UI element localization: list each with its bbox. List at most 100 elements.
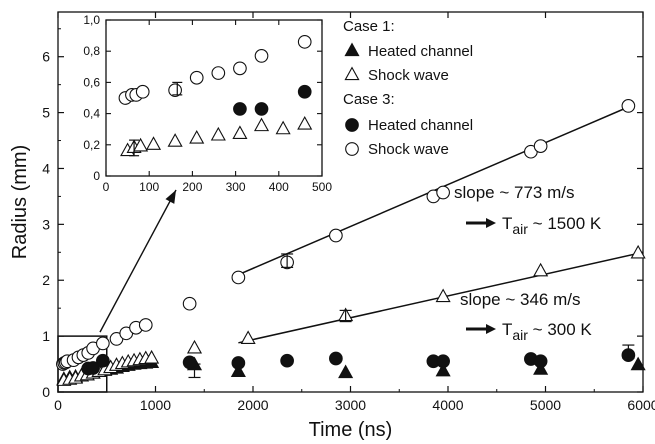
- t-subscript: air: [512, 221, 528, 237]
- inset-x-tick-label: 500: [312, 180, 332, 194]
- inset-data-point: [254, 49, 269, 63]
- temperature-label: Tair ~ 1500 K: [502, 214, 602, 237]
- inset-data-point: [233, 61, 247, 76]
- inset-y-tick-label: 0,2: [83, 138, 100, 152]
- inset-data-point: [232, 125, 248, 139]
- data-point: [240, 330, 256, 345]
- inset-y-tick-label: 0,4: [83, 107, 100, 121]
- inset-y-tick-label: 1,0: [83, 13, 100, 27]
- inset-x-tick-label: 100: [139, 180, 159, 194]
- data-point: [86, 361, 100, 375]
- y-tick-label: 1: [42, 328, 50, 344]
- data-point: [435, 288, 451, 303]
- zoom-arrow: [99, 189, 177, 333]
- inset-y-tick-label: 0,8: [83, 44, 100, 58]
- arrow-head: [486, 218, 496, 228]
- y-tick-label: 2: [42, 272, 50, 288]
- inset-plot: 0 100 200 300 400 500 0 0,2 0,4 0,6 0,8 1,0: [83, 13, 332, 333]
- legend-label: Shock wave: [368, 141, 449, 158]
- inset-y-tick-label: 0,6: [83, 75, 100, 89]
- inset-x-tick-label: 200: [182, 180, 202, 194]
- data-point: [231, 356, 246, 370]
- data-point: [533, 139, 548, 153]
- inset-data-point: [211, 66, 226, 80]
- slope-lower-label: slope ~ 346 m/s: [460, 290, 581, 309]
- slope-upper-label: slope ~ 773 m/s: [454, 183, 575, 202]
- data-point: [533, 361, 549, 375]
- legend-label: Heated channel: [368, 43, 473, 60]
- inset-data-point: [168, 83, 182, 98]
- data-point: [436, 185, 450, 200]
- data-point: [630, 356, 646, 371]
- legend-case1-title: Case 1:: [343, 18, 395, 35]
- data-point: [95, 353, 110, 368]
- series-filled-circle: [81, 344, 636, 376]
- inset-error-bar: [172, 81, 183, 96]
- legend-marker-open-circle: [345, 142, 359, 156]
- error-bar: [622, 344, 635, 360]
- arrow-head: [486, 324, 496, 334]
- main-plot: 0 1000 2000 3000 4000 5000 6000 0 1 2 3 4 5 6 Time (ns…: [9, 11, 655, 441]
- data-point: [186, 339, 203, 354]
- t-value: ~ 300 K: [528, 320, 592, 339]
- x-tick-label: 5000: [530, 397, 561, 413]
- y-tick-label: 5: [42, 105, 50, 121]
- x-tick-label: 4000: [432, 397, 463, 413]
- data-point: [182, 296, 197, 311]
- x-tick-label: 6000: [627, 397, 655, 413]
- inset-data-point: [297, 115, 313, 130]
- data-point: [533, 354, 548, 369]
- t-subscript: air: [512, 327, 528, 343]
- legend-marker-filled-triangle: [344, 42, 360, 57]
- data-point: [338, 364, 354, 379]
- inset-error-bar: [129, 139, 140, 157]
- inset-data-point: [189, 70, 204, 85]
- inset-series-open-circle: [118, 34, 312, 105]
- t-value: ~ 1500 K: [528, 214, 602, 233]
- x-axis-label: Time (ns): [309, 419, 393, 441]
- error-bar: [339, 309, 352, 323]
- x-tick-label: 3000: [335, 397, 366, 413]
- inset-data-point: [297, 34, 312, 49]
- inset-x-tick-label: 400: [269, 180, 289, 194]
- arrow-head: [165, 190, 176, 204]
- inset-data-point: [189, 130, 205, 144]
- legend-marker-filled-circle: [345, 118, 359, 132]
- annotations: slope ~ 773 m/s Tair ~ 1500 K slope ~ 346 …: [454, 183, 602, 343]
- temperature-label: Tair ~ 300 K: [502, 320, 592, 343]
- inset-data-point: [233, 102, 247, 116]
- inset-data-point: [254, 102, 269, 116]
- data-point: [533, 262, 549, 277]
- data-point: [280, 353, 294, 368]
- inset-data-point: [210, 126, 226, 141]
- y-tick-label: 4: [42, 160, 50, 176]
- series-open-circle: [56, 99, 636, 371]
- inset-x-tick-label: 300: [226, 180, 246, 194]
- x-tick-label: 2000: [237, 397, 268, 413]
- temperature-lower: Tair ~ 300 K: [466, 320, 592, 343]
- inset-data-point: [253, 117, 270, 132]
- inset-data-point: [275, 120, 291, 135]
- inset-data-point: [145, 136, 162, 150]
- inset-x-tick-label: 0: [103, 180, 110, 194]
- inset-series-open-triangle: [120, 115, 313, 157]
- t-symbol: T: [502, 320, 512, 339]
- data-point: [329, 228, 343, 243]
- data-point: [630, 244, 646, 259]
- series-open-triangle: [56, 244, 646, 386]
- data-point: [329, 351, 343, 366]
- inset-y-tick-label: 0: [93, 169, 100, 183]
- y-tick-label: 3: [42, 216, 50, 232]
- data-point: [436, 354, 450, 369]
- error-bar: [281, 253, 294, 268]
- temperature-upper: Tair ~ 1500 K: [466, 214, 602, 237]
- y-axis-label: Radius (mm): [9, 145, 31, 259]
- inset-data-point: [133, 137, 149, 152]
- legend-label: Heated channel: [368, 117, 473, 134]
- data-point: [231, 270, 246, 285]
- x-tick-label: 1000: [140, 397, 171, 413]
- legend: Case 1: Heated channel Shock wave Case 3: He…: [343, 18, 473, 158]
- y-tick-label: 6: [42, 49, 50, 65]
- data-point: [230, 363, 246, 377]
